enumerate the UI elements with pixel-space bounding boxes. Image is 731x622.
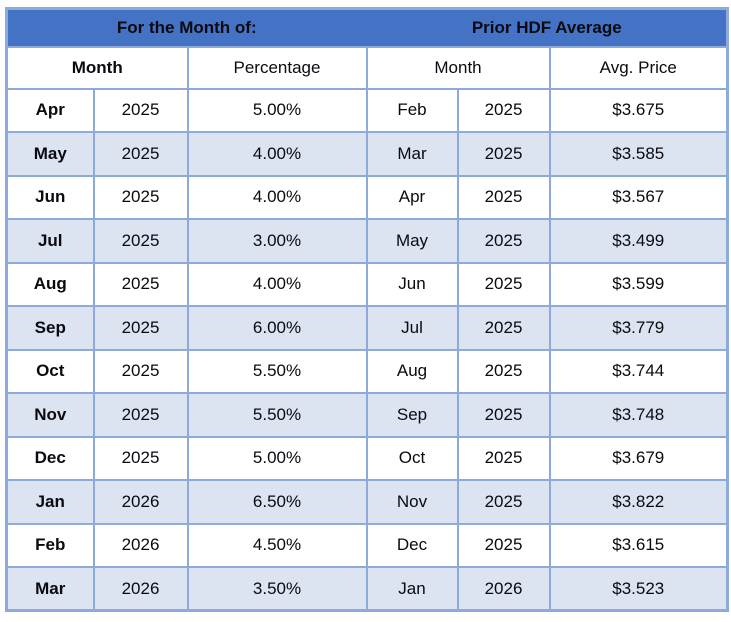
table-row: Jun 2025 4.00% Apr 2025 $3.567 (5, 174, 729, 220)
prior-month-cell: Aug (365, 348, 459, 394)
prior-year-cell: 2025 (456, 131, 551, 177)
avg-price-cell: $3.567 (548, 174, 729, 220)
forecast-month-cell: May (5, 131, 95, 177)
prior-year-cell: 2025 (456, 87, 551, 133)
percentage-cell: 5.00% (186, 435, 368, 481)
prior-month-cell: Jun (365, 261, 459, 307)
percentage-cell: 4.50% (186, 522, 368, 568)
avg-price-cell: $3.679 (548, 435, 729, 481)
forecast-year-cell: 2025 (92, 131, 189, 177)
table-row: Aug 2025 4.00% Jun 2025 $3.599 (5, 261, 729, 307)
prior-month-cell: Feb (365, 87, 459, 133)
prior-month-cell: Oct (365, 435, 459, 481)
table-row: May 2025 4.00% Mar 2025 $3.585 (5, 131, 729, 177)
prior-year-cell: 2025 (456, 174, 551, 220)
forecast-year-cell: 2025 (92, 261, 189, 307)
avg-price-cell: $3.523 (548, 566, 729, 612)
table-row: Jul 2025 3.00% May 2025 $3.499 (5, 218, 729, 264)
forecast-month-cell: Dec (5, 435, 95, 481)
prior-month-cell: Apr (365, 174, 459, 220)
table-row: Sep 2025 6.00% Jul 2025 $3.779 (5, 305, 729, 351)
percentage-cell: 4.00% (186, 131, 368, 177)
percentage-cell: 6.50% (186, 479, 368, 525)
prior-year-cell: 2025 (456, 479, 551, 525)
prior-month-cell: Sep (365, 392, 459, 438)
avg-price-cell: $3.744 (548, 348, 729, 394)
prior-year-cell: 2025 (456, 522, 551, 568)
avg-price-cell: $3.499 (548, 218, 729, 264)
forecast-year-cell: 2025 (92, 392, 189, 438)
percentage-cell: 5.00% (186, 87, 368, 133)
forecast-year-cell: 2026 (92, 522, 189, 568)
table-row: Feb 2026 4.50% Dec 2025 $3.615 (5, 522, 729, 568)
forecast-month-cell: Aug (5, 261, 95, 307)
prior-month-cell: Jan (365, 566, 459, 612)
forecast-month-cell: Nov (5, 392, 95, 438)
prior-year-cell: 2025 (456, 348, 551, 394)
prior-month-cell: Dec (365, 522, 459, 568)
table-row: Apr 2025 5.00% Feb 2025 $3.675 (5, 87, 729, 133)
table-row: Nov 2025 5.50% Sep 2025 $3.748 (5, 392, 729, 438)
forecast-month-header: Month (5, 45, 189, 90)
table-row: Oct 2025 5.50% Aug 2025 $3.744 (5, 348, 729, 394)
prior-month-cell: Mar (365, 131, 459, 177)
forecast-year-cell: 2026 (92, 479, 189, 525)
forecast-year-cell: 2025 (92, 87, 189, 133)
prior-month-cell: Nov (365, 479, 459, 525)
forecast-year-cell: 2026 (92, 566, 189, 612)
forecast-month-cell: Jun (5, 174, 95, 220)
forecast-year-cell: 2025 (92, 218, 189, 264)
avg-price-header: Avg. Price (548, 45, 729, 90)
right-table-title: Prior HDF Average (365, 7, 729, 48)
forecast-year-cell: 2025 (92, 435, 189, 481)
prior-month-cell: May (365, 218, 459, 264)
percentage-cell: 4.00% (186, 174, 368, 220)
forecast-month-cell: Jul (5, 218, 95, 264)
avg-price-cell: $3.675 (548, 87, 729, 133)
avg-price-cell: $3.599 (548, 261, 729, 307)
prior-year-cell: 2025 (456, 261, 551, 307)
prior-year-cell: 2025 (456, 305, 551, 351)
table-row: Jan 2026 6.50% Nov 2025 $3.822 (5, 479, 729, 525)
forecast-month-cell: Feb (5, 522, 95, 568)
prior-year-cell: 2025 (456, 435, 551, 481)
forecast-month-cell: Apr (5, 87, 95, 133)
forecast-month-cell: Oct (5, 348, 95, 394)
percentage-cell: 6.00% (186, 305, 368, 351)
forecast-month-cell: Jan (5, 479, 95, 525)
forecast-year-cell: 2025 (92, 348, 189, 394)
prior-year-cell: 2026 (456, 566, 551, 612)
percentage-cell: 3.50% (186, 566, 368, 612)
avg-price-cell: $3.822 (548, 479, 729, 525)
forecast-year-cell: 2025 (92, 305, 189, 351)
percentage-cell: 5.50% (186, 348, 368, 394)
avg-price-cell: $3.585 (548, 131, 729, 177)
avg-price-cell: $3.748 (548, 392, 729, 438)
table-title-row: For the Month of: Prior HDF Average (5, 7, 729, 48)
percentage-cell: 3.00% (186, 218, 368, 264)
percentage-cell: 4.00% (186, 261, 368, 307)
table-row: Dec 2025 5.00% Oct 2025 $3.679 (5, 435, 729, 481)
forecast-year-cell: 2025 (92, 174, 189, 220)
prior-year-cell: 2025 (456, 392, 551, 438)
forecast-month-cell: Sep (5, 305, 95, 351)
hdf-forecast-table: For the Month of: Prior HDF Average Mont… (5, 7, 730, 612)
prior-month-cell: Jul (365, 305, 459, 351)
column-header-row: Month Percentage Month Avg. Price (5, 45, 729, 90)
table-row: Mar 2026 3.50% Jan 2026 $3.523 (5, 566, 729, 612)
avg-price-cell: $3.615 (548, 522, 729, 568)
prior-year-cell: 2025 (456, 218, 551, 264)
left-table-title: For the Month of: (5, 7, 368, 48)
avg-price-cell: $3.779 (548, 305, 729, 351)
percentage-cell: 5.50% (186, 392, 368, 438)
percentage-header: Percentage (186, 45, 368, 90)
forecast-month-cell: Mar (5, 566, 95, 612)
prior-month-header: Month (365, 45, 551, 90)
